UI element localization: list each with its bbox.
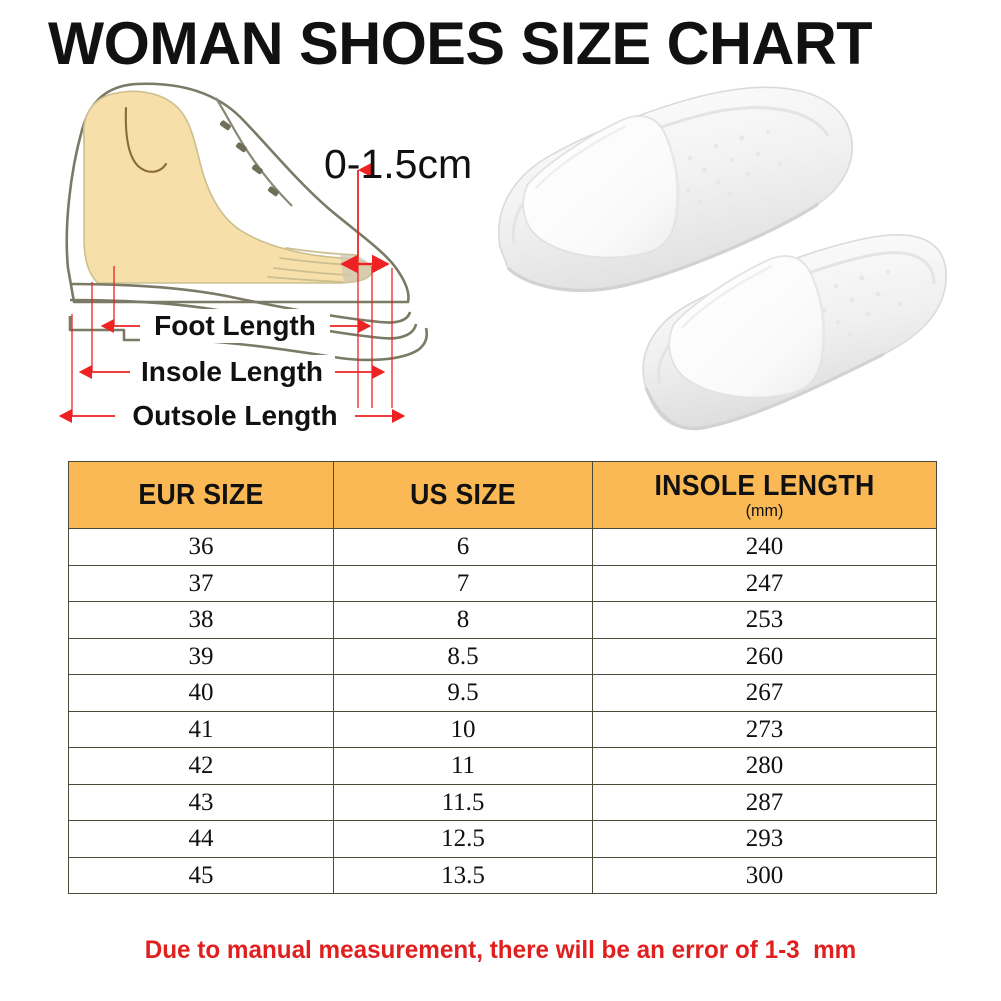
size-table-container: EUR SIZE US SIZE INSOLE LENGTH (mm) 36 6… <box>68 461 937 894</box>
cell-us: 7 <box>333 564 593 602</box>
cell-eur: 36 <box>68 528 334 566</box>
column-header-insole-length: INSOLE LENGTH (mm) <box>592 461 937 529</box>
table-row: 36 6 240 <box>68 528 937 566</box>
cell-eur: 38 <box>68 601 334 639</box>
column-header-insole-unit: (mm) <box>745 500 784 520</box>
cell-insole: 267 <box>592 674 937 712</box>
cell-insole: 287 <box>592 783 937 821</box>
foot-measurement-diagram: Foot Length Insole Length Outsole Length… <box>40 78 510 438</box>
cell-eur: 40 <box>68 674 334 712</box>
cell-eur: 37 <box>68 564 334 602</box>
foot-length-label: Foot Length <box>154 310 316 341</box>
cell-eur: 42 <box>68 747 334 785</box>
size-table: EUR SIZE US SIZE INSOLE LENGTH (mm) 36 6… <box>68 461 937 894</box>
table-row: 39 8.5 260 <box>68 637 937 675</box>
page-title: WOMAN SHOES SIZE CHART <box>48 10 873 77</box>
table-row: 44 12.5 293 <box>68 820 937 858</box>
dimension-insole-length: Insole Length <box>78 355 386 389</box>
cell-eur: 45 <box>68 856 334 894</box>
measurement-disclaimer: Due to manual measurement, there will be… <box>144 936 857 964</box>
toe-gap-label: 0-1.5cm <box>324 141 472 187</box>
column-header-us-size: US SIZE <box>333 461 593 529</box>
table-row: 37 7 247 <box>68 564 937 602</box>
column-header-eur-size: EUR SIZE <box>68 461 334 529</box>
dimension-guides <box>71 266 115 416</box>
table-body: 36 6 240 37 7 247 38 8 253 39 8.5 260 40 <box>68 528 937 894</box>
slipper-back <box>498 86 853 292</box>
cell-insole: 280 <box>592 747 937 785</box>
table-header-row: EUR SIZE US SIZE INSOLE LENGTH (mm) <box>68 461 937 529</box>
cell-us: 9.5 <box>333 674 593 712</box>
cell-us: 13.5 <box>333 856 593 894</box>
slipper-front <box>642 234 947 431</box>
product-photo-slippers <box>480 72 950 462</box>
table-row: 41 10 273 <box>68 710 937 748</box>
cell-insole: 300 <box>592 856 937 894</box>
column-header-us-size-label: US SIZE <box>410 478 516 511</box>
table-row: 43 11.5 287 <box>68 783 937 821</box>
cell-insole: 247 <box>592 564 937 602</box>
toe-gap-indicator <box>340 162 393 408</box>
table-row: 45 13.5 300 <box>68 856 937 894</box>
dimension-outsole-length: Outsole Length <box>58 399 406 433</box>
cell-us: 11.5 <box>333 783 593 821</box>
cell-eur: 43 <box>68 783 334 821</box>
cell-insole: 253 <box>592 601 937 639</box>
cell-insole: 260 <box>592 637 937 675</box>
cell-eur: 39 <box>68 637 334 675</box>
table-row: 40 9.5 267 <box>68 674 937 712</box>
dimension-foot-length: Foot Length <box>100 309 372 343</box>
table-row: 42 11 280 <box>68 747 937 785</box>
table-row: 38 8 253 <box>68 601 937 639</box>
cell-us: 12.5 <box>333 820 593 858</box>
outsole-length-label: Outsole Length <box>132 400 337 431</box>
cell-insole: 293 <box>592 820 937 858</box>
cell-us: 8.5 <box>333 637 593 675</box>
cell-us: 8 <box>333 601 593 639</box>
cell-eur: 41 <box>68 710 334 748</box>
insole-length-label: Insole Length <box>141 356 323 387</box>
cell-us: 10 <box>333 710 593 748</box>
column-header-eur-size-label: EUR SIZE <box>138 478 264 511</box>
cell-eur: 44 <box>68 820 334 858</box>
column-header-insole-length-label: INSOLE LENGTH <box>654 469 875 502</box>
cell-insole: 273 <box>592 710 937 748</box>
cell-insole: 240 <box>592 528 937 566</box>
cell-us: 11 <box>333 747 593 785</box>
cell-us: 6 <box>333 528 593 566</box>
